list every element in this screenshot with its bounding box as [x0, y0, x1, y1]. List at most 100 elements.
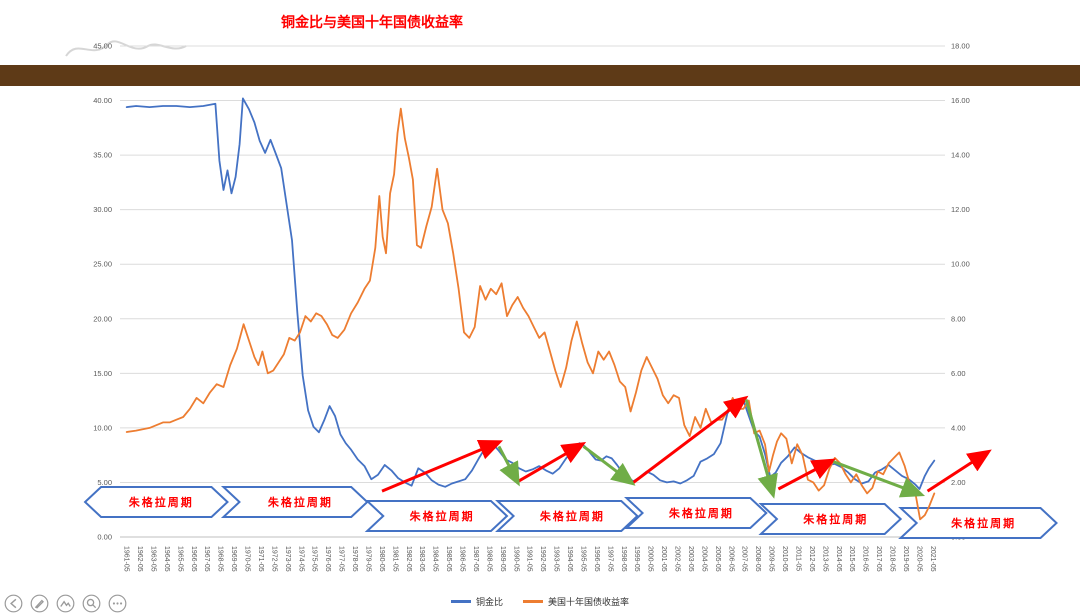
right-axis-tick-label: 12.00 [951, 205, 970, 214]
x-axis-tick-label: 1963-05 [149, 546, 156, 572]
cycle-banner-label: 朱格拉周期 [267, 495, 333, 509]
x-axis-tick-label: 1981-05 [391, 546, 398, 572]
search-icon[interactable] [82, 594, 101, 613]
uptrend-arrow [777, 458, 837, 491]
cycle-banner-shape [758, 503, 903, 535]
right-axis-tick-label: 4.00 [951, 423, 966, 432]
series-line-treasury-yield [125, 107, 936, 521]
x-axis-tick-label: 2013-05 [821, 546, 828, 572]
downtrend-arrow [744, 399, 778, 499]
x-axis-tick-label: 1971-05 [257, 546, 264, 572]
right-axis-tick-label: 6.00 [951, 369, 966, 378]
downtrend-arrow [832, 460, 926, 498]
uptrend-arrow [631, 395, 749, 485]
x-axis-tick-label: 1986-05 [459, 546, 466, 572]
decorative-band [0, 65, 1080, 86]
left-axis-tick-label: 15.00 [93, 369, 112, 378]
more-icon[interactable] [108, 594, 127, 613]
chart-title: 铜金比与美国十年国债收益率 [281, 14, 463, 30]
x-axis-tick-label: 1962-05 [136, 546, 143, 572]
image-icon[interactable] [56, 594, 75, 613]
x-axis-tick-label: 2018-05 [889, 546, 896, 572]
x-axis-tick-label: 2016-05 [862, 546, 869, 572]
x-axis-tick-label: 2001-05 [660, 546, 667, 572]
cycle-banner-shape [624, 497, 768, 529]
x-axis-tick-label: 1988-05 [485, 546, 492, 572]
x-axis-tick-label: 1980-05 [378, 546, 385, 572]
x-axis-tick-label: 1984-05 [432, 546, 439, 572]
x-axis-tick-label: 1964-05 [163, 546, 170, 572]
cycle-banner-shape [364, 500, 509, 532]
legend-item-copper-gold: 铜金比 [450, 595, 503, 608]
left-axis-tick-label: 45.00 [93, 42, 112, 51]
left-axis-tick-label: 10.00 [93, 423, 112, 432]
x-axis-tick-label: 1993-05 [553, 546, 560, 572]
x-axis-tick-label: 1997-05 [606, 546, 613, 572]
x-axis-tick-label: 2011-05 [794, 546, 801, 571]
x-axis-tick-label: 1987-05 [472, 546, 479, 572]
legend-label: 铜金比 [475, 597, 503, 607]
left-axis-tick-label: 35.00 [93, 151, 112, 160]
uptrend-arrow [515, 441, 587, 484]
x-axis-tick-label: 1995-05 [579, 546, 586, 572]
x-axis-tick-label: 1998-05 [620, 546, 627, 572]
x-axis-tick-label: 1977-05 [338, 546, 345, 572]
cycle-banner-shape [898, 507, 1058, 539]
uptrend-arrow [926, 449, 992, 493]
right-axis-tick-label: 10.00 [951, 260, 970, 269]
treasury-yield-line-swatch [523, 600, 543, 603]
x-axis-tick-label: 2017-05 [875, 546, 882, 572]
x-axis-tick-label: 2004-05 [700, 546, 707, 572]
x-axis-tick-label: 1972-05 [270, 546, 277, 572]
right-axis-tick-label: 16.00 [951, 96, 970, 105]
x-axis-tick-label: 1967-05 [203, 546, 210, 572]
x-axis-tick-label: 1990-05 [512, 546, 519, 572]
x-axis-tick-label: 1961-05 [123, 546, 130, 572]
x-axis-tick-label: 2003-05 [687, 546, 694, 572]
uptrend-arrow [381, 439, 504, 493]
x-axis-tick-label: 1976-05 [324, 546, 331, 572]
pen-icon[interactable] [30, 594, 49, 613]
right-axis-tick-label: 2.00 [951, 478, 966, 487]
cycle-banner-label: 朱格拉周期 [128, 495, 194, 509]
back-icon[interactable] [4, 594, 23, 613]
x-axis-tick-label: 2002-05 [674, 546, 681, 572]
x-axis-tick-label: 2000-05 [647, 546, 654, 572]
x-axis-tick-label: 2005-05 [714, 546, 721, 572]
cycle-banner-label: 朱格拉周期 [539, 509, 605, 523]
left-axis-tick-label: 25.00 [93, 260, 112, 269]
left-axis-tick-label: 30.00 [93, 205, 112, 214]
x-axis-tick-label: 1983-05 [418, 546, 425, 572]
series-line-copper-gold [125, 97, 936, 490]
cycle-banner-label: 朱格拉周期 [950, 516, 1016, 530]
x-axis-tick-label: 1974-05 [297, 546, 304, 572]
right-axis-tick-label: 18.00 [951, 42, 970, 51]
x-axis-tick-label: 1985-05 [445, 546, 452, 572]
cycle-banner-shape [83, 486, 229, 518]
x-axis-tick-label: 1973-05 [284, 546, 291, 572]
x-axis-tick-label: 2009-05 [768, 546, 775, 572]
x-axis-tick-label: 1992-05 [539, 546, 546, 572]
x-axis-tick-label: 1994-05 [566, 546, 573, 572]
x-axis-tick-label: 2015-05 [848, 546, 855, 572]
left-axis-tick-label: 0.00 [97, 533, 112, 542]
x-axis-tick-label: 2014-05 [835, 546, 842, 572]
x-axis-tick-label: 2007-05 [741, 546, 748, 572]
downtrend-arrow [497, 445, 520, 487]
legend-label: 美国十年国债收益率 [548, 597, 630, 607]
left-axis-tick-label: 40.00 [93, 96, 112, 105]
x-axis-tick-label: 1982-05 [405, 546, 412, 572]
right-axis-tick-label: 8.00 [951, 314, 966, 323]
cycle-banner-label: 朱格拉周期 [668, 506, 734, 520]
x-axis-tick-label: 1969-05 [230, 546, 237, 572]
right-axis-tick-label: 14.00 [951, 151, 970, 160]
x-axis-tick-label: 2020-05 [915, 546, 922, 572]
x-axis-tick-label: 2021-05 [929, 546, 936, 572]
cycle-banner-label: 朱格拉周期 [802, 512, 868, 526]
cycle-banner-label: 朱格拉周期 [409, 509, 475, 523]
chart-legend: 铜金比 美国十年国债收益率 [450, 595, 630, 608]
watermark-scribble [65, 40, 187, 57]
x-axis-tick-label: 1975-05 [311, 546, 318, 572]
